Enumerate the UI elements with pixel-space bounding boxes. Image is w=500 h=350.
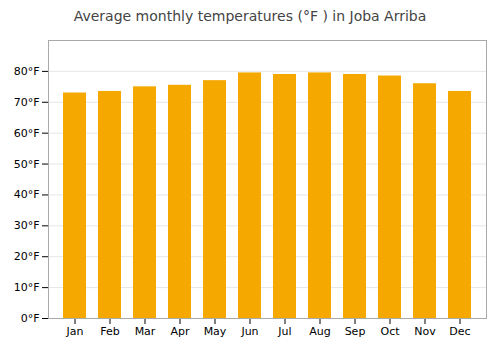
- svg-text:80°F: 80°F: [14, 65, 40, 78]
- svg-text:70°F: 70°F: [14, 96, 40, 109]
- svg-text:May: May: [204, 325, 227, 338]
- svg-text:Jun: Jun: [240, 325, 258, 338]
- svg-text:0°F: 0°F: [21, 312, 40, 325]
- svg-text:Feb: Feb: [100, 325, 119, 338]
- svg-text:60°F: 60°F: [14, 127, 40, 140]
- svg-text:Jul: Jul: [277, 325, 291, 338]
- svg-text:Mar: Mar: [135, 325, 156, 338]
- svg-text:30°F: 30°F: [14, 219, 40, 232]
- svg-text:Dec: Dec: [449, 325, 470, 338]
- svg-text:Oct: Oct: [380, 325, 400, 338]
- svg-text:Nov: Nov: [414, 325, 436, 338]
- svg-text:Apr: Apr: [170, 325, 190, 338]
- svg-text:20°F: 20°F: [14, 250, 40, 263]
- svg-text:Sep: Sep: [345, 325, 366, 338]
- svg-text:10°F: 10°F: [14, 281, 40, 294]
- svg-text:40°F: 40°F: [14, 188, 40, 201]
- svg-text:Aug: Aug: [309, 325, 330, 338]
- html-text:Average monthly temperatures (: Average monthly temperatures (°F ) in Jo…: [73, 8, 427, 24]
- svg-text:50°F: 50°F: [14, 158, 40, 171]
- svg-text:Jan: Jan: [66, 325, 84, 338]
